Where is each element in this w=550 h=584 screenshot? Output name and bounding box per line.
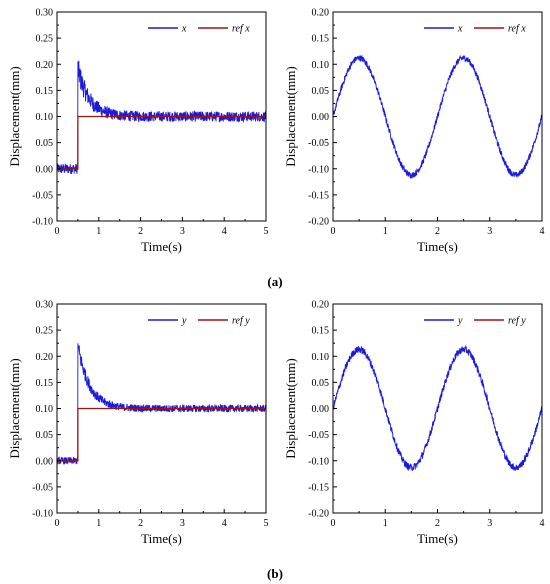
x-tick-label: 0 (331, 518, 336, 529)
chart-2: 0 1 2 3 4 -0.20 -0.15 -0.10 -0.05 0.00 0.05 0.10 0.1… (283, 8, 545, 255)
x-tick-label: 2 (435, 226, 440, 237)
y-tick-label: -0.20 (308, 509, 329, 520)
plot-area (57, 343, 266, 465)
y-tick-label: 0.20 (312, 300, 330, 311)
y-tick-label: 0.05 (36, 138, 54, 149)
y-tick-label: 0.10 (36, 404, 54, 415)
y-tick-label: 0.00 (312, 112, 330, 123)
y-tick-label: 0.25 (36, 326, 54, 337)
legend: y ref y (424, 316, 526, 327)
legend-label-reference: ref y (508, 316, 526, 327)
series-line-y (333, 344, 542, 471)
x-tick-label: 1 (383, 226, 388, 237)
y-tick-label: -0.05 (308, 430, 329, 441)
y-tick-label: 0.15 (312, 326, 330, 337)
legend-label-reference: ref x (232, 24, 250, 35)
y-tick-label: 0.30 (36, 300, 54, 311)
y-tick-label: 0.25 (36, 34, 54, 45)
x-tick-label: 2 (138, 518, 143, 529)
y-axis-label: Displacement(mm) (7, 358, 22, 458)
x-tick-label: 4 (222, 518, 227, 529)
x-tick-label: 3 (180, 518, 185, 529)
y-axis-label: Displacement(mm) (283, 358, 298, 458)
y-tick-label: 0.30 (36, 8, 54, 19)
chart-3: 0 1 2 3 4 5 -0.10 -0.05 0.00 0.05 0.10 0.15 0.20 0.25… (7, 300, 269, 547)
series-line-x (57, 60, 266, 174)
x-axis-label: Time(s) (141, 531, 182, 546)
legend-label-measured: x (457, 24, 463, 35)
series-line-ref-y (57, 407, 266, 462)
y-tick-label: -0.10 (308, 456, 329, 467)
x-axis-label: Time(s) (141, 239, 182, 254)
chart-1: 0 1 2 3 4 5 -0.10 -0.05 0.00 0.05 0.10 0.15 0.20 0.25… (7, 8, 269, 255)
legend-label-reference: ref x (508, 24, 526, 35)
legend: x ref x (424, 24, 526, 35)
y-tick-label: -0.20 (308, 217, 329, 228)
panel-label-a: (a) (267, 274, 282, 289)
plot-area (333, 344, 542, 471)
chart-4: 0 1 2 3 4 -0.20 -0.15 -0.10 -0.05 0.00 0.05 0.10 0.1… (283, 300, 545, 547)
legend-label-reference: ref y (232, 316, 250, 327)
y-tick-label: 0.10 (312, 352, 330, 363)
legend-label-measured: y (457, 316, 463, 327)
y-tick-label: 0.15 (36, 378, 54, 389)
x-axis-label: Time(s) (417, 239, 458, 254)
y-tick-label: 0.20 (312, 8, 330, 19)
y-tick-label: 0.20 (36, 352, 54, 363)
x-tick-label: 1 (96, 518, 101, 529)
y-axis-label: Displacement(mm) (283, 66, 298, 166)
legend: y ref y (148, 316, 250, 327)
y-tick-label: 0.00 (36, 456, 54, 467)
x-tick-label: 5 (264, 518, 269, 529)
x-tick-label: 4 (222, 226, 227, 237)
legend-label-measured: y (181, 316, 187, 327)
x-tick-label: 4 (540, 518, 545, 529)
legend: x ref x (148, 24, 250, 35)
y-tick-label: -0.15 (308, 190, 329, 201)
y-tick-label: 0.10 (312, 60, 330, 71)
x-tick-label: 2 (435, 518, 440, 529)
series-line-ref-x (57, 115, 266, 170)
y-tick-label: 0.05 (312, 378, 330, 389)
y-tick-label: -0.15 (308, 482, 329, 493)
x-axis-label: Time(s) (417, 531, 458, 546)
plot-area (333, 54, 542, 179)
x-tick-label: 1 (383, 518, 388, 529)
y-tick-label: -0.05 (32, 482, 53, 493)
y-tick-label: -0.10 (308, 164, 329, 175)
x-tick-label: 0 (55, 518, 60, 529)
y-tick-label: 0.00 (312, 404, 330, 415)
plot-area (57, 60, 266, 174)
x-tick-label: 5 (264, 226, 269, 237)
y-tick-label: 0.15 (36, 86, 54, 97)
panel-label-b: (b) (267, 566, 283, 581)
y-tick-label: 0.10 (36, 112, 54, 123)
x-tick-label: 0 (331, 226, 336, 237)
series-line-y (57, 343, 266, 465)
series-line-x (333, 54, 542, 179)
y-tick-label: -0.05 (32, 190, 53, 201)
y-tick-label: -0.10 (32, 217, 53, 228)
legend-label-measured: x (181, 24, 187, 35)
y-tick-label: 0.05 (36, 430, 54, 441)
x-tick-label: 4 (540, 226, 545, 237)
x-tick-label: 1 (96, 226, 101, 237)
x-tick-label: 3 (487, 226, 492, 237)
y-axis-label: Displacement(mm) (7, 66, 22, 166)
y-tick-label: -0.05 (308, 138, 329, 149)
x-tick-label: 3 (487, 518, 492, 529)
y-tick-label: -0.10 (32, 509, 53, 520)
x-tick-label: 0 (55, 226, 60, 237)
x-tick-label: 3 (180, 226, 185, 237)
y-tick-label: 0.15 (312, 34, 330, 45)
x-tick-label: 2 (138, 226, 143, 237)
y-tick-label: 0.20 (36, 60, 54, 71)
y-tick-label: 0.00 (36, 164, 54, 175)
y-tick-label: 0.05 (312, 86, 330, 97)
